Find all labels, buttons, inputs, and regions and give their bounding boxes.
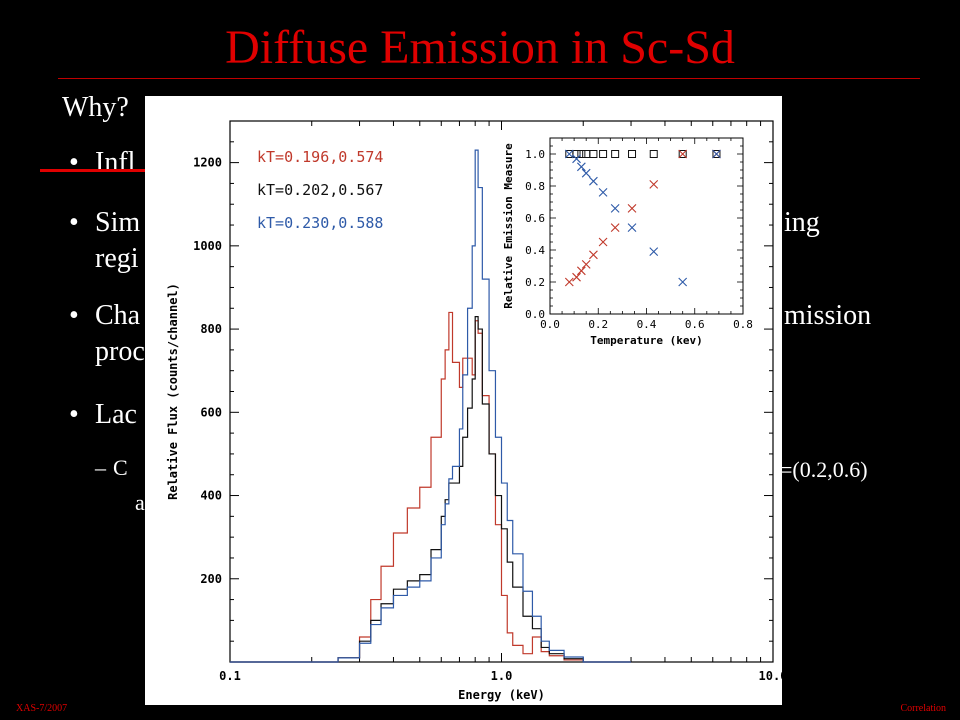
inset-square-marker <box>649 150 658 158</box>
title-rule <box>58 78 920 79</box>
inset-x-marker <box>678 277 688 287</box>
inset-x-marker <box>712 149 721 159</box>
inset-x-tick-label: 0.0 <box>540 318 560 331</box>
inset-x-marker <box>589 250 598 260</box>
inset-x-marker <box>589 176 598 186</box>
bullet-dot: • <box>69 300 79 331</box>
slide-title: Diffuse Emission in Sc-Sd <box>225 21 735 74</box>
why-label: Why? <box>62 92 129 123</box>
bullet-4: • Lac <box>69 397 137 433</box>
inset-y-tick-label: 0.8 <box>525 180 545 193</box>
footer-date: XAS-7/2007 <box>16 703 68 714</box>
strike-line <box>40 169 170 172</box>
x-axis-label: Energy (keV) <box>458 688 545 702</box>
inset-square-marker <box>611 150 620 158</box>
inset-x-marker <box>572 154 581 164</box>
spectrum-line-2 <box>230 315 632 663</box>
bullet-2: • Sim regi <box>69 205 141 277</box>
y-tick-label: 1000 <box>193 239 222 253</box>
inset-square-marker <box>628 150 637 158</box>
bullet-dot: • <box>69 207 79 238</box>
inset-x-marker <box>649 180 659 189</box>
inset-y-axis-label: Relative Emission Measure <box>502 143 515 309</box>
inset-x-marker <box>581 168 591 178</box>
bullet-dot: • <box>69 399 79 430</box>
inset-x-marker <box>598 188 608 197</box>
y-tick-label: 400 <box>200 489 222 503</box>
inset-x-marker <box>564 149 574 159</box>
inset-x-marker <box>627 204 637 213</box>
x-tick-label: 0.1 <box>219 669 241 683</box>
legend-entry-1: kT=0.196,0.574 <box>257 148 383 166</box>
bullet-3-right: mission <box>784 300 872 331</box>
sub-bullet-1: – C <box>95 452 128 484</box>
bullet-dot: • <box>69 147 79 178</box>
inset-square-marker <box>712 150 721 158</box>
x-tick-label: 10.0 <box>759 669 782 683</box>
y-tick-label: 800 <box>200 322 222 336</box>
inset-x-marker <box>572 272 581 282</box>
sub-bullet-1-line2: a <box>135 490 145 515</box>
y-axis-label: Relative Flux (counts/channel) <box>166 283 180 500</box>
inset-x-marker <box>627 223 637 232</box>
y-tick-label: 1200 <box>193 156 222 170</box>
legend-entry-2: kT=0.202,0.567 <box>257 181 383 199</box>
bullet-2-text: Sim <box>95 207 141 238</box>
inset-x-marker <box>564 277 574 287</box>
inset-x-tick-label: 0.2 <box>588 318 608 331</box>
bullet-3-line2: proc <box>95 336 145 367</box>
inset-x-tick-label: 0.8 <box>733 318 753 331</box>
inset-x-tick-label: 0.4 <box>637 318 657 331</box>
inset-x-marker <box>598 237 608 247</box>
inset-x-marker <box>610 223 620 232</box>
inset-y-tick-label: 0.0 <box>525 308 545 321</box>
inset-square-marker <box>577 150 586 158</box>
bullet-4-text: Lac <box>95 399 137 430</box>
inset-x-marker <box>678 149 688 159</box>
sub-dash: – <box>95 455 106 480</box>
bullet-2-line2: regi <box>95 243 139 274</box>
x-tick-label: 1.0 <box>491 669 513 683</box>
spectrum-line-1 <box>230 311 632 663</box>
inset-square-marker <box>599 150 608 158</box>
spectrum-figure: 0.1 1.0 10.0 200 400 600 800 1000 1200 Energy (ke… <box>145 96 787 705</box>
bullet-3-text: Cha <box>95 300 141 331</box>
inset-x-marker <box>576 162 586 172</box>
inset-x-marker <box>649 247 659 256</box>
inset-x-marker <box>581 260 591 269</box>
inset-y-tick-label: 0.6 <box>525 212 545 225</box>
inset-x-tick-label: 0.6 <box>685 318 705 331</box>
inset-square-marker <box>589 150 598 158</box>
bullet-3: • Cha proc <box>69 298 145 370</box>
inset-y-tick-label: 0.2 <box>525 276 545 289</box>
sub-bullet-right: =(0.2,0.6) <box>780 457 868 482</box>
spectrum-line-3 <box>230 149 632 663</box>
inset-x-axis-label: Temperature (kev) <box>590 334 703 347</box>
y-tick-label: 200 <box>200 572 222 586</box>
bullet-1-text: Infl <box>95 147 136 178</box>
y-tick-label: 600 <box>200 405 222 419</box>
spectrum-chart: 0.1 1.0 10.0 200 400 600 800 1000 1200 Energy (ke… <box>166 120 787 702</box>
inset-x-marker <box>610 204 620 213</box>
footer-section: Correlation <box>900 703 946 714</box>
inset-x-marker <box>576 266 586 276</box>
inset-y-tick-label: 1.0 <box>525 148 545 161</box>
bullet-2-right: ing <box>784 207 820 238</box>
inset-square-marker <box>572 150 581 158</box>
bullet-1: • Infl <box>69 145 136 181</box>
legend-entry-3: kT=0.230,0.588 <box>257 214 383 232</box>
inset-square-marker <box>678 150 687 158</box>
sub-bullet-1-text: C <box>113 455 128 480</box>
inset-y-tick-label: 0.4 <box>525 244 545 257</box>
